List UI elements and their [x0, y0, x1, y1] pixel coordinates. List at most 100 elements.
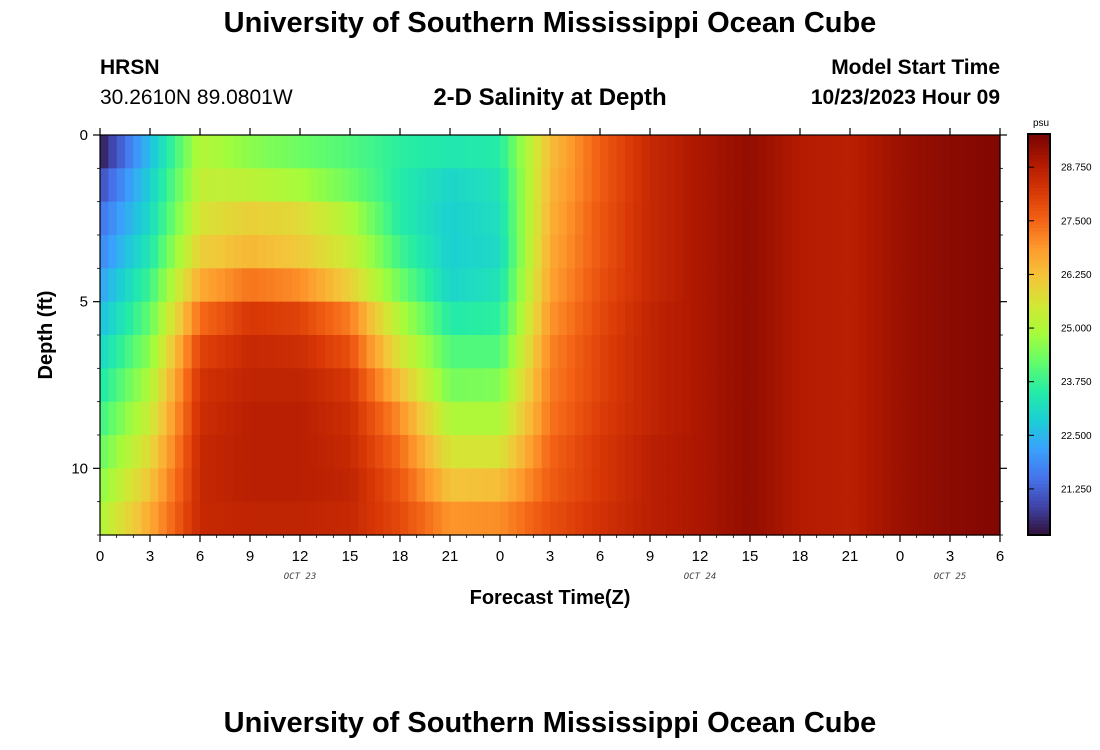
heatmap-cell: [833, 501, 843, 536]
heatmap-cell: [966, 301, 976, 336]
heatmap-cell: [783, 235, 793, 269]
colorbar-step: [1029, 231, 1049, 236]
heatmap-cell: [308, 268, 318, 303]
date-label: OCT 24: [684, 572, 717, 582]
heatmap-cell: [483, 235, 493, 269]
heatmap-cell: [841, 301, 851, 336]
heatmap-cell: [916, 468, 926, 503]
heatmap-cell: [866, 401, 876, 436]
heatmap-cell: [941, 468, 951, 503]
heatmap-cell: [966, 501, 976, 536]
heatmap-cell: [558, 168, 568, 203]
heatmap-cell: [966, 268, 976, 303]
heatmap-cell: [908, 468, 918, 503]
heatmap-cell: [583, 301, 593, 336]
heatmap-cell: [108, 468, 118, 503]
heatmap-cell: [408, 368, 418, 403]
heatmap-cell: [616, 368, 626, 403]
heatmap-cell: [950, 268, 959, 303]
heatmap-cell: [366, 435, 376, 469]
heatmap-cell: [941, 268, 951, 303]
heatmap-cell: [691, 135, 701, 169]
x-tick-label: 0: [896, 548, 904, 565]
heatmap-cell: [875, 468, 884, 503]
heatmap-cell: [191, 268, 201, 303]
colorbar-step: [1029, 447, 1049, 452]
heatmap-cell: [508, 468, 518, 503]
heatmap-cell: [675, 268, 684, 303]
heatmap-cell: [933, 235, 943, 269]
colorbar-step: [1029, 314, 1049, 319]
heatmap-cell: [258, 268, 268, 303]
heatmap-cell: [300, 435, 309, 469]
heatmap-cell: [108, 168, 118, 203]
heatmap-cell: [291, 468, 301, 503]
heatmap-cell: [808, 268, 818, 303]
heatmap-cell: [216, 235, 226, 269]
heatmap-cell: [900, 168, 909, 203]
heatmap-cell: [366, 168, 376, 203]
heatmap-cell: [425, 468, 434, 503]
heatmap-cell: [275, 235, 284, 269]
heatmap-cell: [150, 135, 159, 169]
heatmap-cell: [575, 168, 584, 203]
heatmap-cell: [216, 368, 226, 403]
heatmap-cell: [558, 235, 568, 269]
heatmap-cell: [791, 168, 801, 203]
heatmap-cell: [983, 268, 993, 303]
heatmap-cell: [916, 135, 926, 169]
colorbar-step: [1029, 510, 1049, 515]
heatmap-cell: [858, 335, 868, 369]
heatmap-cell: [641, 435, 651, 469]
heatmap-cell: [133, 435, 143, 469]
heatmap-cell: [816, 468, 826, 503]
heatmap-cell: [858, 201, 868, 236]
heatmap-cell: [833, 168, 843, 203]
heatmap-cell: [858, 135, 868, 169]
heatmap-cell: [616, 135, 626, 169]
heatmap-cell: [125, 201, 134, 236]
heatmap-cell: [716, 368, 726, 403]
heatmap-cell: [825, 135, 834, 169]
heatmap-cell: [658, 435, 668, 469]
heatmap-cell: [341, 401, 351, 436]
heatmap-cell: [333, 168, 343, 203]
heatmap-cell: [441, 268, 451, 303]
heatmap-cell: [166, 468, 176, 503]
heatmap-cell: [575, 401, 584, 436]
heatmap-cell: [558, 201, 568, 236]
colorbar-step: [1029, 218, 1049, 222]
heatmap-cell: [400, 168, 409, 203]
heatmap-cell: [375, 368, 384, 403]
colorbar-step: [1029, 141, 1049, 146]
heatmap-cell: [175, 301, 184, 336]
heatmap-cell: [191, 335, 201, 369]
heatmap-cell: [650, 401, 659, 436]
heatmap-cell: [933, 301, 943, 336]
heatmap-cell: [758, 135, 768, 169]
colorbar-step: [1029, 334, 1049, 339]
heatmap-cell: [416, 468, 426, 503]
heatmap-cell: [133, 168, 143, 203]
heatmap-cell: [441, 235, 451, 269]
heatmap-cell: [816, 168, 826, 203]
heatmap-cell: [516, 301, 526, 336]
colorbar-step: [1029, 371, 1049, 375]
heatmap-cell: [383, 501, 393, 536]
heatmap-cell: [616, 401, 626, 436]
heatmap-cell: [216, 268, 226, 303]
heatmap-cell: [125, 301, 134, 336]
heatmap-cell: [316, 435, 326, 469]
heatmap-cell: [783, 468, 793, 503]
heatmap-cell: [408, 401, 418, 436]
x-tick-label: 6: [196, 548, 204, 565]
heatmap-cell: [925, 435, 934, 469]
heatmap-cell: [550, 468, 559, 503]
heatmap-cell: [825, 435, 834, 469]
heatmap-cell: [150, 401, 159, 436]
heatmap-cell: [716, 301, 726, 336]
heatmap-cell: [433, 335, 443, 369]
heatmap-cell: [525, 368, 534, 403]
heatmap-cell: [166, 235, 176, 269]
heatmap-cell: [250, 335, 259, 369]
